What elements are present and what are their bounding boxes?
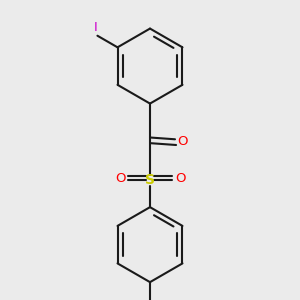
Text: O: O [178,135,188,148]
Text: I: I [94,21,98,34]
Text: O: O [175,172,185,185]
Text: O: O [115,172,125,185]
Text: S: S [145,173,155,188]
